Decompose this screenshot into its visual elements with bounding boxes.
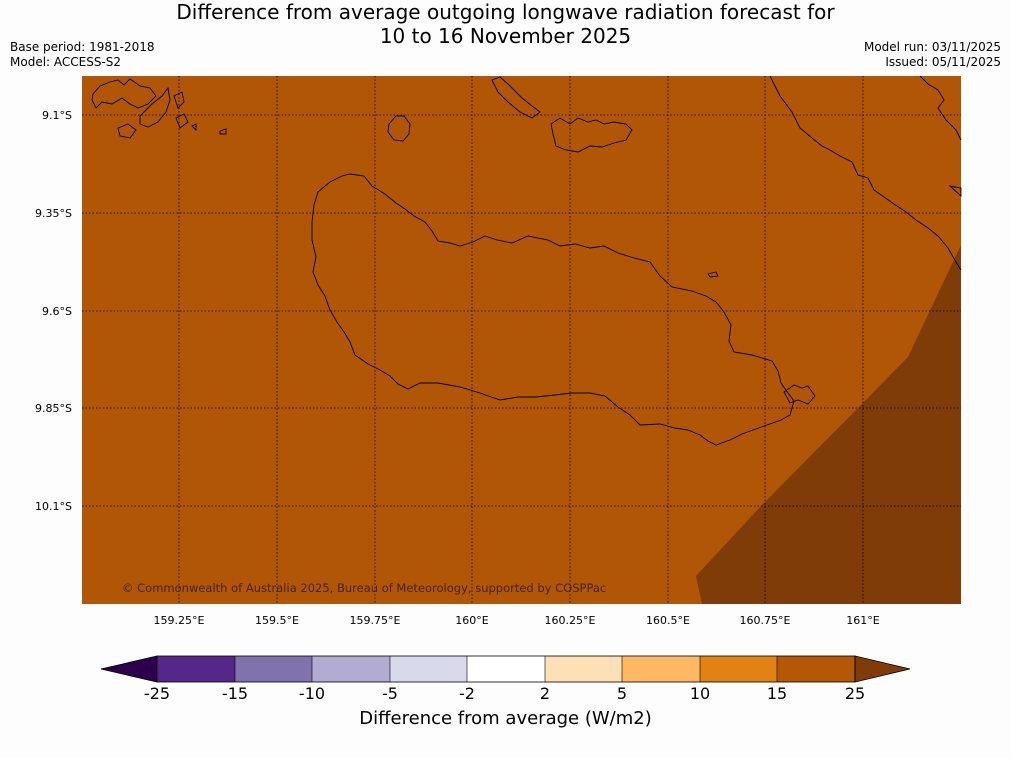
lat-label: 9.35°S [35, 207, 72, 220]
island-coastline [175, 113, 189, 129]
island-coastline [707, 271, 719, 278]
meta-left: Base period: 1981-2018 Model: ACCESS-S2 [10, 40, 155, 70]
colorbar-tick-label: -2 [459, 684, 475, 703]
island-coastline [117, 123, 137, 139]
title-line-2: 10 to 16 November 2025 [379, 24, 632, 48]
meta-right: Model run: 03/11/2025 Issued: 05/11/2025 [864, 40, 1001, 70]
lon-label: 159.75°E [350, 614, 401, 627]
colorbar-segment [390, 656, 467, 682]
colorbar-tick-label: -15 [222, 684, 248, 703]
colorbar-segment [467, 656, 545, 682]
chart-title: Difference from average outgoing longwav… [0, 0, 1011, 48]
colorbar-segment [622, 656, 700, 682]
colorbar-tick-label: 10 [690, 684, 710, 703]
lon-label: 160.5°E [646, 614, 690, 627]
colorbar-segment [312, 656, 390, 682]
colorbar-label: Difference from average (W/m2) [359, 708, 652, 729]
colorbar-segment [777, 656, 855, 682]
model-text: Model: ACCESS-S2 [10, 55, 122, 69]
colorbar-segment [235, 656, 312, 682]
malaita-coastline [769, 75, 962, 271]
lon-label: 159.25°E [154, 614, 205, 627]
colorbar-ticks: -25 -15 -10 -5 -2 2 5 10 15 25 [144, 684, 865, 703]
gridlines [82, 76, 961, 604]
lon-label: 161°E [846, 614, 879, 627]
lat-label: 9.85°S [35, 402, 72, 415]
longitude-labels: 159.25°E 159.5°E 159.75°E 160°E 160.25°E… [154, 614, 880, 627]
colorbar-tick-label: 15 [767, 684, 787, 703]
island-coastline [173, 91, 185, 109]
lon-label: 159.5°E [255, 614, 299, 627]
colorbar-tick-label: -10 [299, 684, 325, 703]
island-coastline [783, 384, 816, 405]
issued-text: Issued: 05/11/2025 [885, 55, 1001, 69]
florida-islands-coastline [550, 117, 633, 153]
colorbar-segment [545, 656, 622, 682]
colorbar-segment [700, 656, 777, 682]
lon-label: 160.25°E [545, 614, 596, 627]
anomaly-fill-extreme [696, 245, 961, 604]
island-coastline [219, 128, 227, 135]
island-coastline [491, 76, 541, 119]
lon-label: 160.75°E [740, 614, 791, 627]
coastlines [91, 75, 962, 446]
colorbar-tick-label: 5 [617, 684, 627, 703]
model-run-text: Model run: 03/11/2025 [863, 40, 1001, 54]
map-area: © Commonwealth of Australia 2025, Bureau… [82, 75, 962, 604]
lat-label: 9.6°S [42, 305, 72, 318]
colorbar-extend-low [100, 655, 158, 683]
island-coastline [919, 75, 962, 141]
lat-label: 9.1°S [42, 109, 72, 122]
island-coastline [91, 78, 157, 109]
colorbar-extend-high [854, 655, 911, 683]
colorbar-tick-label: -5 [382, 684, 398, 703]
island-coastline [948, 185, 962, 198]
island-coastline [139, 86, 171, 128]
island-coastline [387, 115, 411, 142]
island-coastline [191, 123, 197, 132]
colorbar-tick-label: 2 [540, 684, 550, 703]
latitude-labels: 9.1°S 9.35°S 9.6°S 9.85°S 10.1°S [35, 109, 72, 513]
colorbar-tick-label: -25 [144, 684, 170, 703]
guadalcanal-coastline [311, 173, 795, 446]
base-period-text: Base period: 1981-2018 [10, 40, 155, 54]
colorbar-tick-label: 25 [845, 684, 865, 703]
copyright-text: © Commonwealth of Australia 2025, Bureau… [122, 581, 606, 595]
colorbar-segment [157, 656, 235, 682]
lon-label: 160°E [455, 614, 488, 627]
title-line-1: Difference from average outgoing longwav… [176, 0, 835, 24]
colorbar-outline [156, 655, 856, 683]
lat-label: 10.1°S [35, 500, 72, 513]
colorbar: -25 -15 -10 -5 -2 2 5 10 15 25 [100, 655, 911, 703]
colorbar-dividers [234, 656, 778, 682]
